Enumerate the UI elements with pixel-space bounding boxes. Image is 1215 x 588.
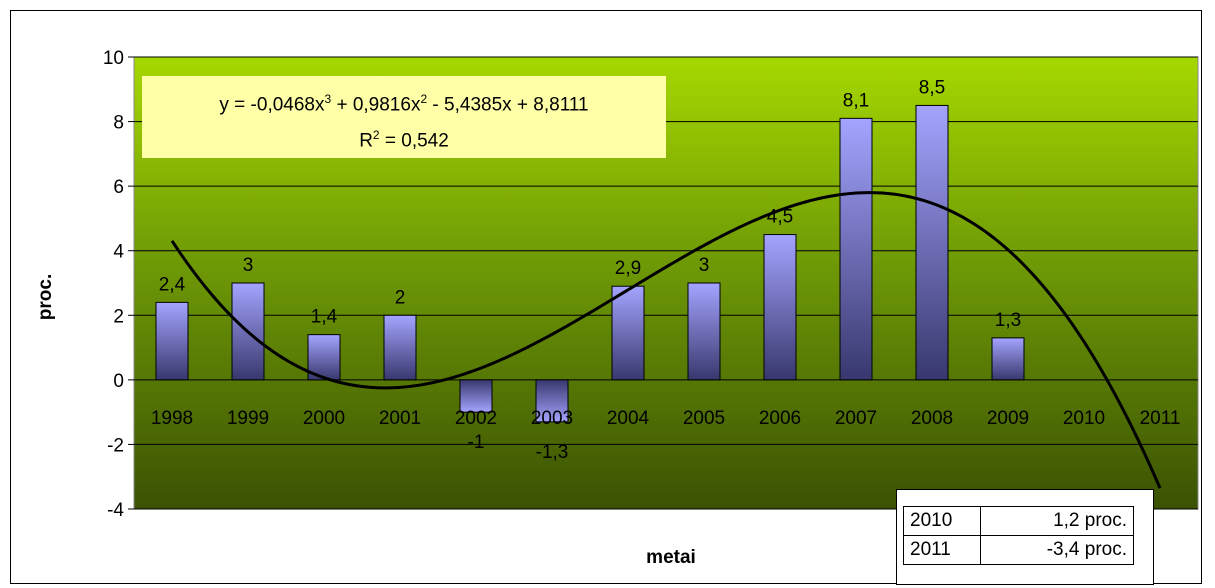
x-tick-label: 1998	[151, 408, 193, 429]
table-row: 2010 1,2 proc.	[903, 506, 1134, 536]
x-tick-label: 1999	[227, 408, 269, 429]
data-label: 8,1	[843, 90, 869, 111]
x-tick-label: 2004	[607, 408, 650, 429]
x-tick-label: 2010	[1063, 408, 1105, 429]
bars	[155, 104, 1025, 423]
x-tick-label: 2002	[455, 408, 497, 429]
bar	[687, 282, 721, 381]
y-axis-ticks: 10 8 6 4 2 0 -2 -4	[103, 48, 134, 521]
y-tick-label: 8	[113, 113, 124, 134]
x-tick-label: 2000	[303, 408, 345, 429]
data-label: 2,9	[615, 258, 641, 279]
y-tick-label: 10	[103, 48, 124, 69]
data-labels: 2,431,42-1 -1,32,9 34,58,18,51,3	[159, 77, 1021, 462]
data-label: 2	[395, 287, 406, 308]
y-tick-label: 0	[113, 371, 124, 392]
data-label: 3	[699, 255, 710, 276]
bar	[839, 117, 873, 381]
bar	[459, 379, 493, 413]
x-tick-label: 2009	[987, 408, 1029, 429]
data-label: 8,5	[919, 77, 945, 98]
r-squared-line: R2 = 0,542	[359, 128, 449, 152]
y-tick-label: 4	[113, 242, 124, 263]
bar	[155, 301, 189, 381]
x-axis-title: metai	[646, 547, 696, 568]
forecast-table: 2010 1,2 proc. 2011 -3,4 proc.	[903, 506, 1134, 565]
y-tick-label: 2	[113, 306, 124, 327]
forecast-value: 1,2 proc.	[980, 506, 1134, 536]
forecast-value: -3,4 proc.	[980, 535, 1134, 565]
forecast-year: 2011	[903, 535, 981, 565]
data-label: 1,4	[311, 307, 338, 328]
chart-frame: 10 8 6 4 2 0 -2 -4 1998 1999 2000 2001 2002 2003 2004…	[10, 10, 1202, 585]
bar	[991, 337, 1025, 381]
y-tick-label: -4	[107, 500, 124, 521]
trendline-equation-box: y = -0,0468x3 + 0,9816x2 - 5,4385x + 8,8…	[142, 76, 666, 158]
x-tick-label: 2003	[531, 408, 573, 429]
table-row: 2011 -3,4 proc.	[903, 535, 1134, 565]
forecast-table-box: 2010 1,2 proc. 2011 -3,4 proc.	[896, 489, 1154, 585]
data-label: 1,3	[995, 310, 1021, 331]
forecast-year: 2010	[903, 506, 981, 536]
data-label: 2,4	[159, 274, 186, 295]
y-tick-label: -2	[107, 435, 124, 456]
trendline	[170, 191, 1162, 489]
x-axis-tick-labels: 1998 1999 2000 2001 2002 2003 2004 2005 2006 2007…	[151, 408, 1181, 429]
x-tick-label: 2011	[1140, 408, 1181, 429]
bar	[611, 285, 645, 381]
x-tick-label: 2005	[683, 408, 725, 429]
x-tick-label: 2006	[759, 408, 801, 429]
data-label: -1	[468, 432, 485, 453]
data-label: -1,3	[536, 442, 569, 463]
bar	[915, 104, 949, 381]
data-label: 3	[243, 255, 254, 276]
x-tick-label: 2008	[911, 408, 953, 429]
bar	[383, 314, 417, 381]
bar	[763, 234, 797, 381]
bar	[535, 379, 569, 423]
equation-line: y = -0,0468x3 + 0,9816x2 - 5,4385x + 8,8…	[219, 92, 589, 116]
x-tick-label: 2001	[379, 408, 421, 429]
y-tick-label: 6	[113, 177, 124, 198]
x-tick-label: 2007	[835, 408, 877, 429]
y-axis-title: proc.	[35, 274, 56, 320]
